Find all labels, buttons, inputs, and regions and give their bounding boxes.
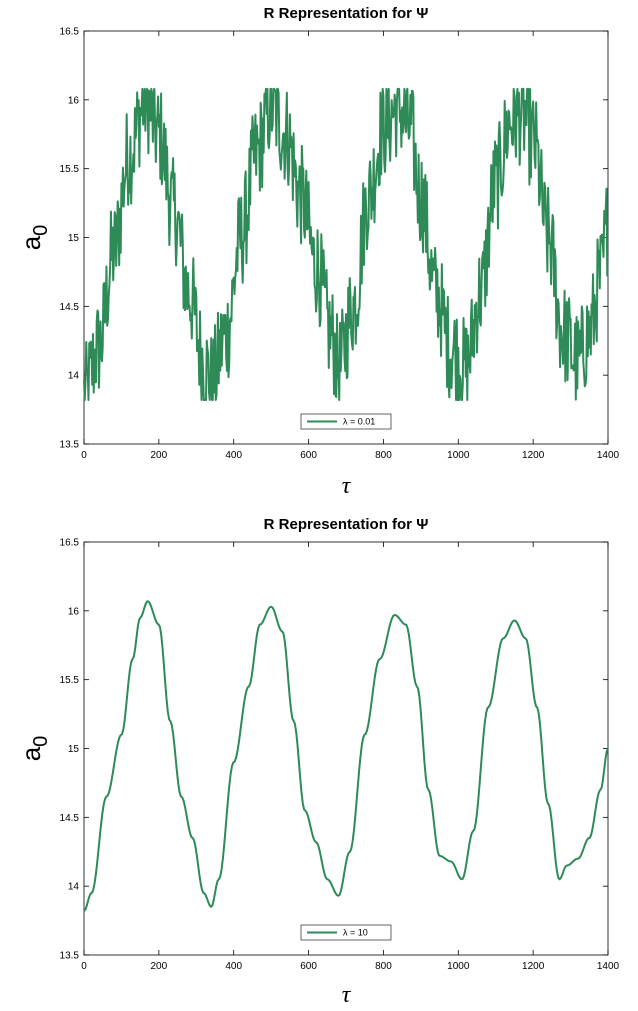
legend: λ = 0.01 [300, 413, 392, 430]
x-tick-label: 400 [225, 961, 242, 972]
legend-box [300, 413, 392, 430]
series-line [83, 600, 609, 912]
y-tick-label: 15.5 [60, 675, 80, 686]
series-line [83, 87, 609, 401]
y-axis-label: a0 [16, 736, 52, 762]
y-tick-label: 16.5 [60, 27, 80, 38]
y-tick-label: 15 [68, 233, 80, 244]
x-tick-label: 800 [375, 450, 392, 461]
y-tick-label: 14.5 [60, 813, 80, 824]
x-tick-label: 600 [300, 450, 317, 461]
x-tick-label: 1200 [522, 450, 545, 461]
x-tick-label: 200 [151, 961, 168, 972]
x-tick-label: 1200 [522, 961, 545, 972]
x-tick-label: 200 [151, 450, 168, 461]
x-tick-label: 1000 [447, 450, 470, 461]
y-axis-label: a0 [16, 225, 52, 251]
x-tick-label: 1000 [447, 961, 470, 972]
x-axis-label: τ [342, 473, 352, 499]
y-tick-label: 13.5 [60, 440, 80, 451]
x-tick-label: 1400 [597, 961, 620, 972]
y-tick-label: 14 [68, 882, 80, 893]
x-tick-label: 0 [81, 961, 87, 972]
legend-label: λ = 0.01 [343, 417, 375, 427]
y-tick-label: 13.5 [60, 951, 80, 962]
x-tick-label: 1400 [597, 450, 620, 461]
legend-label: λ = 10 [343, 928, 368, 938]
y-tick-label: 15 [68, 744, 80, 755]
y-tick-label: 16 [68, 95, 80, 106]
x-axis-label: τ [342, 982, 352, 1006]
panel-2: R Representation for Ψ 0 200 400 600 800 1000 1… [16, 516, 620, 1008]
y-tick-label: 14 [68, 371, 80, 382]
y-tick-label: 16 [68, 606, 80, 617]
y-tick-label: 14.5 [60, 302, 80, 313]
chart-title: R Representation for Ψ [264, 5, 429, 22]
panel-1: R Representation for Ψ 0 200 400 600 800 1000 1… [16, 5, 620, 499]
x-tick-label: 600 [300, 961, 317, 972]
axes-box [83, 541, 609, 956]
chart-title: R Representation for Ψ [264, 516, 429, 533]
y-tick-label: 15.5 [60, 164, 80, 175]
x-tick-label: 800 [375, 961, 392, 972]
x-tick-label: 0 [81, 450, 87, 461]
legend: λ = 10 [300, 924, 392, 941]
x-tick-label: 400 [225, 450, 242, 461]
y-tick-label: 16.5 [60, 538, 80, 549]
legend-box [300, 924, 392, 941]
